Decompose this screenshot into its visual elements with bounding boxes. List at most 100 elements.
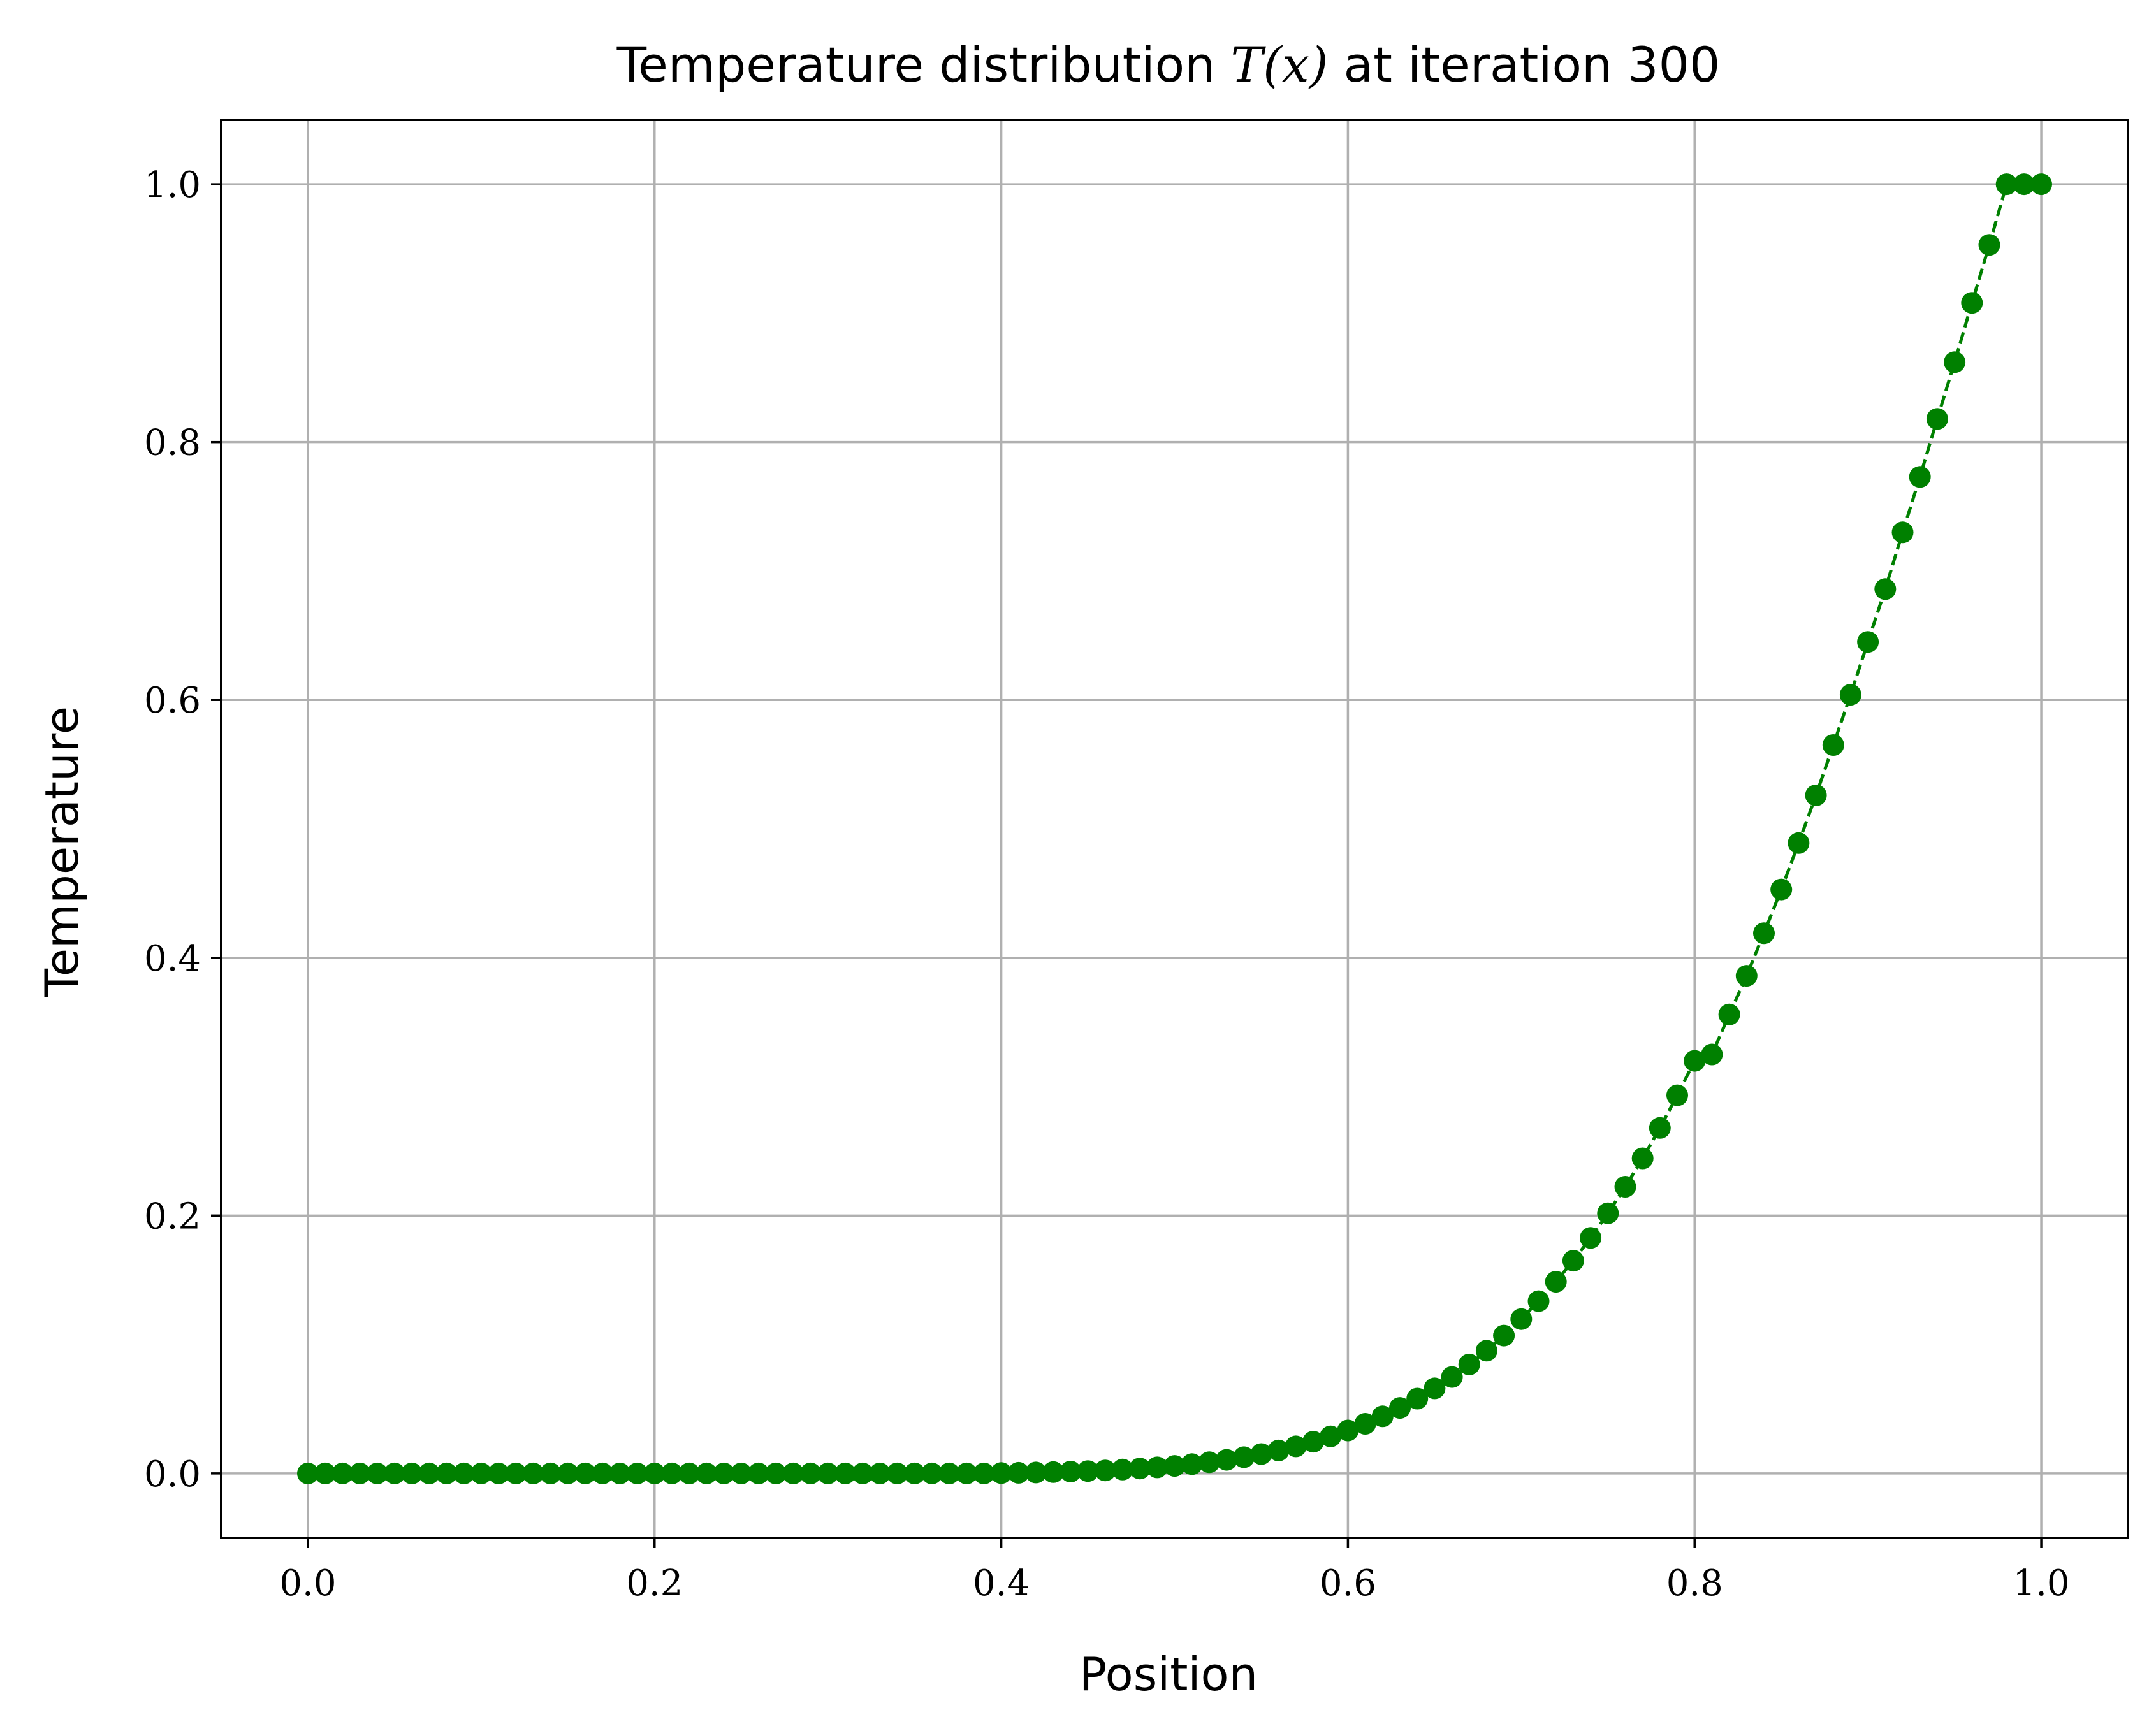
data-point [973, 1462, 995, 1484]
data-point [956, 1462, 978, 1484]
data-point [522, 1462, 544, 1484]
data-point [1666, 1084, 1688, 1106]
data-point [903, 1462, 926, 1484]
data-point [1007, 1461, 1030, 1484]
data-point [817, 1462, 839, 1484]
data-point [609, 1462, 631, 1484]
data-point [678, 1462, 701, 1484]
data-point [1389, 1397, 1411, 1419]
data-point [1978, 234, 2000, 256]
data-point [1302, 1431, 1324, 1453]
data-point [1995, 173, 2018, 196]
data-point [592, 1462, 614, 1484]
data-point [1267, 1439, 1290, 1461]
data-point [782, 1462, 805, 1484]
chart-title-suffix: at iteration 300 [1328, 36, 1720, 93]
tick-group: 0.0 0.2 0.4 0.6 0.8 1.0 0.0 0.2 0.4 0.6 0.8 1.0 [144, 164, 2070, 1604]
data-point [505, 1462, 527, 1484]
data-point [886, 1462, 908, 1484]
data-point [383, 1462, 405, 1484]
chart-title-prefix: Temperature distribution [616, 36, 1231, 93]
data-point [1146, 1456, 1169, 1479]
data-point [1077, 1460, 1099, 1482]
data-point [1631, 1147, 1654, 1170]
data-point [696, 1462, 718, 1484]
data-point [626, 1462, 648, 1484]
data-point [488, 1462, 510, 1484]
data-point [852, 1462, 874, 1484]
data-point [2013, 173, 2035, 196]
data-point [418, 1462, 441, 1484]
data-point [297, 1462, 319, 1484]
data-point [1805, 784, 1827, 806]
data-point [1822, 734, 1844, 756]
data-point [349, 1462, 371, 1484]
data-point [799, 1462, 822, 1484]
x-tick-label: 1.0 [2013, 1563, 2070, 1604]
data-point [435, 1462, 458, 1484]
data-point [869, 1462, 891, 1484]
data-point [990, 1462, 1012, 1484]
x-tick-label: 0.8 [1666, 1563, 1723, 1604]
y-axis-label: Temperature [35, 706, 89, 997]
data-point [1198, 1451, 1220, 1474]
data-point [1371, 1405, 1394, 1428]
y-tick-label: 1.0 [144, 164, 201, 206]
data-point [1094, 1459, 1116, 1482]
data-point [1839, 684, 1861, 706]
data-point [557, 1462, 579, 1484]
data-point [1233, 1446, 1255, 1468]
data-point [1163, 1455, 1186, 1477]
data-point [1718, 1003, 1740, 1025]
data-point [713, 1462, 735, 1484]
data-point [1111, 1458, 1133, 1481]
data-point-group [297, 173, 2052, 1484]
data-point [453, 1462, 475, 1484]
data-point [1250, 1443, 1272, 1465]
y-tick-label: 0.0 [144, 1454, 201, 1495]
data-point [1580, 1227, 1602, 1249]
data-point [921, 1462, 943, 1484]
data-point [661, 1462, 683, 1484]
chart-title-math: T(x) [1231, 36, 1329, 93]
data-point [1562, 1250, 1584, 1272]
data-point [1025, 1461, 1047, 1484]
data-point [1874, 578, 1897, 600]
y-tick-label: 0.2 [144, 1196, 201, 1237]
data-point [2030, 173, 2052, 196]
data-point [1735, 965, 1758, 987]
data-point [1649, 1117, 1671, 1139]
y-tick-label: 0.6 [144, 680, 201, 721]
data-point [1458, 1353, 1480, 1375]
data-point [765, 1462, 787, 1484]
data-point [1354, 1413, 1376, 1435]
data-point [1909, 466, 1931, 488]
data-point [1510, 1308, 1533, 1330]
grid-lines [221, 120, 2128, 1538]
data-point [366, 1462, 388, 1484]
data-point [1320, 1425, 1342, 1447]
data-point [1770, 878, 1793, 901]
data-point [1181, 1453, 1203, 1475]
data-point [1475, 1340, 1497, 1362]
data-point [1406, 1387, 1429, 1410]
data-point [1545, 1271, 1567, 1293]
data-point [1129, 1458, 1151, 1480]
data-point [1527, 1290, 1550, 1312]
data-point [1337, 1419, 1359, 1442]
x-axis-label: Position [1079, 1648, 1258, 1701]
x-tick-label: 0.0 [279, 1563, 336, 1604]
data-point [1961, 292, 1983, 314]
data-point [331, 1462, 354, 1484]
x-tick-label: 0.2 [626, 1563, 683, 1604]
data-point [539, 1462, 562, 1484]
data-point [1042, 1461, 1065, 1483]
data-point [1441, 1366, 1463, 1388]
data-point [1684, 1050, 1706, 1072]
data-point [1285, 1435, 1307, 1458]
data-point [574, 1462, 596, 1484]
data-point [1597, 1202, 1619, 1224]
data-point [834, 1462, 856, 1484]
data-point [747, 1462, 769, 1484]
x-tick-label: 0.6 [1320, 1563, 1376, 1604]
